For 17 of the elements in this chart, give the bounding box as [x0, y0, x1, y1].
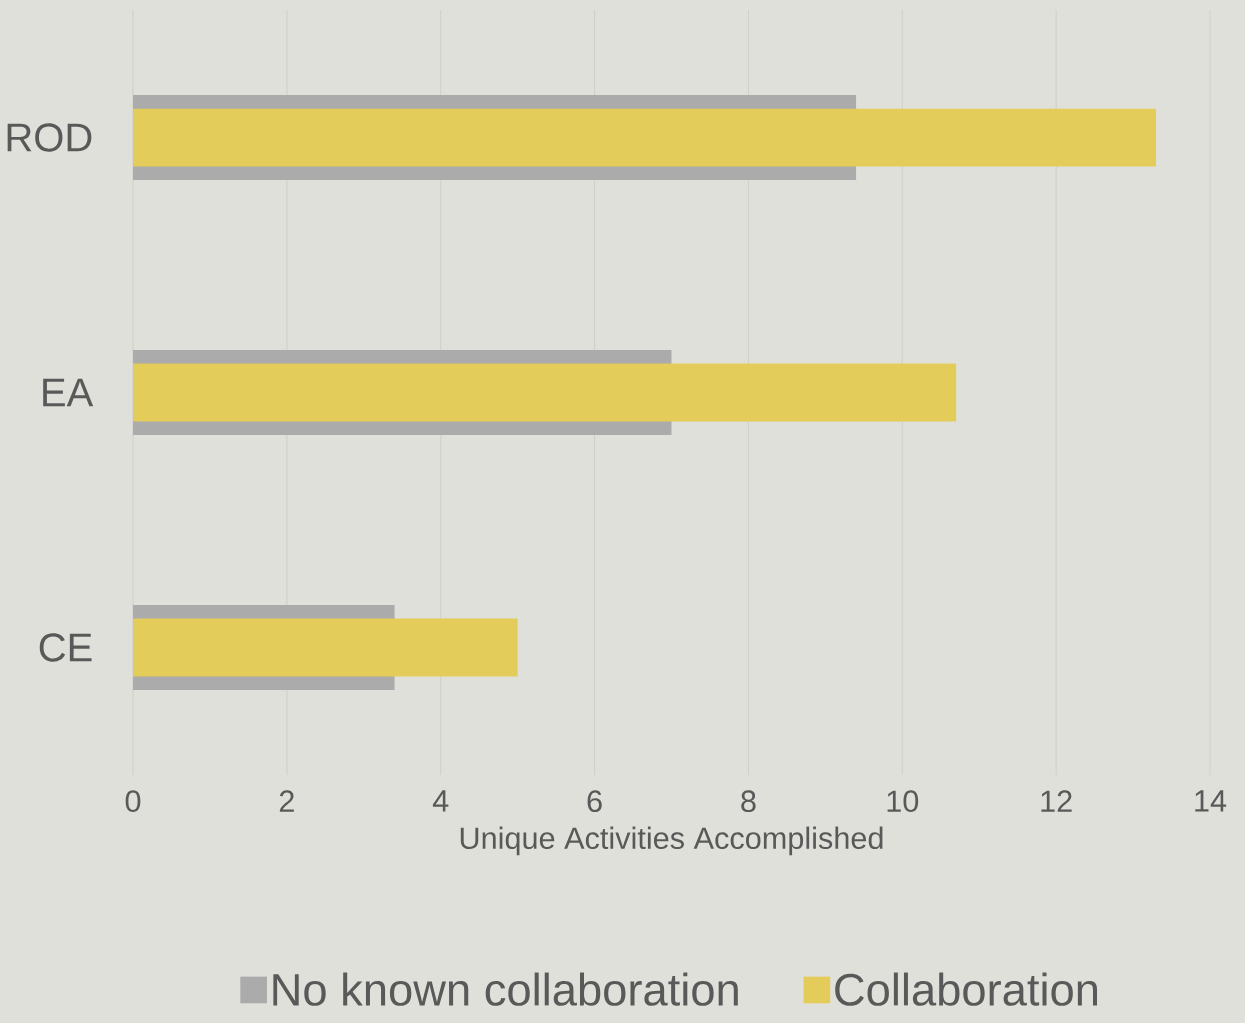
- x-tick-label: 2: [279, 790, 294, 812]
- bar: [133, 363, 957, 422]
- x-tick-label: 6: [587, 790, 602, 813]
- x-tick-label: 0: [125, 790, 141, 813]
- x-tick-label: 4: [432, 790, 449, 812]
- y-tick-label: CE: [39, 633, 92, 662]
- bar: [133, 618, 518, 677]
- x-axis-title: Unique Activities Accomplished: [460, 826, 883, 856]
- bar: [133, 108, 1157, 167]
- legend-label: Collaboration: [835, 972, 1098, 1006]
- x-tick-label: 12: [1041, 790, 1072, 812]
- x-tick-label: 8: [741, 790, 756, 813]
- y-tick-label: ROD: [7, 123, 92, 152]
- legend-label: No known collaboration: [273, 972, 738, 1006]
- y-tick-label: EA: [43, 378, 94, 407]
- x-tick-label: 10: [887, 790, 919, 813]
- x-tick-label: 14: [1195, 790, 1227, 812]
